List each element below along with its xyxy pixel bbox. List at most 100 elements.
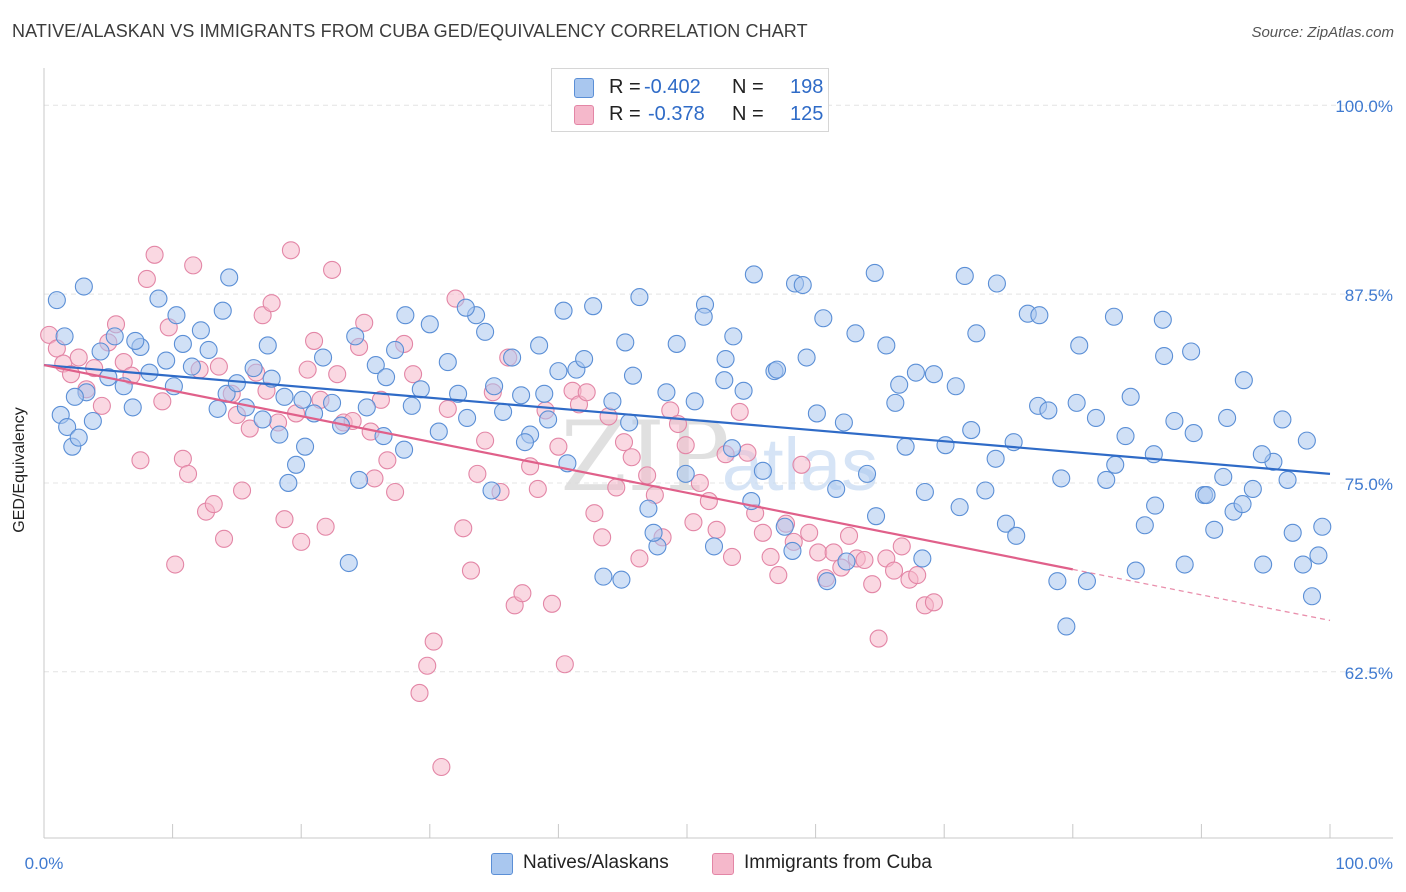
cuba-immigrant-point (209, 357, 228, 376)
cuba-immigrant-point (173, 449, 192, 468)
cuba-immigrant-point (800, 523, 819, 542)
cuba-immigrant-point (542, 594, 562, 613)
native-alaskan-point (1254, 555, 1273, 574)
native-alaskan-point (896, 437, 915, 456)
cuba-immigrant-point (690, 473, 709, 492)
native-alaskan-point (1007, 526, 1026, 545)
native-alaskan-point (1135, 516, 1154, 535)
native-alaskan-point (515, 433, 535, 452)
legend-r-value: -0.402 (644, 76, 701, 98)
cuba-immigrant-point (166, 555, 185, 574)
cuba-immigrant-point (184, 256, 203, 275)
legend-r-label: R = (609, 103, 641, 125)
native-alaskan-point (1070, 336, 1089, 355)
native-alaskan-point (584, 297, 603, 316)
native-alaskan-point (350, 470, 369, 489)
native-alaskan-point (1293, 555, 1313, 574)
cuba-immigrant-point (869, 629, 888, 648)
native-alaskan-point (549, 362, 568, 381)
native-alaskan-point (962, 421, 981, 440)
native-alaskan-point (323, 393, 342, 412)
native-alaskan-point (877, 336, 896, 355)
legend-swatch-natives (574, 78, 594, 98)
native-alaskan-point (275, 387, 294, 406)
native-alaskan-point (1234, 371, 1253, 390)
cuba-immigrant-point (305, 331, 324, 350)
trendlines (43, 363, 1331, 622)
native-alaskan-point (767, 360, 787, 379)
native-alaskan-point (1039, 401, 1058, 420)
native-alaskan-point (1126, 561, 1145, 580)
cuba-immigrant-point (753, 523, 772, 542)
native-alaskan-point (890, 375, 909, 394)
cuba-immigrant-point (722, 547, 742, 567)
cuba-immigrant-point (410, 683, 429, 703)
native-alaskan-point (357, 398, 376, 417)
native-alaskan-point (1121, 387, 1140, 406)
cuba-immigrant-point (323, 260, 342, 279)
native-alaskan-point (1278, 470, 1297, 489)
natives-alaskans-points (47, 263, 1332, 636)
chart-title: NATIVE/ALASKAN VS IMMIGRANTS FROM CUBA G… (12, 21, 808, 41)
native-alaskan-point (936, 436, 955, 455)
cuba-immigrant-point (863, 575, 882, 594)
native-alaskan-point (967, 324, 986, 343)
native-alaskan-point (775, 517, 794, 536)
native-alaskan-point (105, 327, 124, 346)
native-alaskan-point (976, 481, 995, 500)
native-alaskan-point (694, 307, 713, 326)
native-alaskan-point (402, 396, 421, 415)
cuba-immigrant-point (738, 443, 757, 462)
native-alaskan-point (83, 411, 102, 431)
tick-labels: 100.0% 87.5% 75.0% 62.5% 0.0% 100.0% (25, 97, 1393, 873)
cuba-immigrant-point (792, 455, 811, 474)
native-alaskan-point (594, 567, 613, 586)
native-alaskan-point (458, 408, 477, 428)
native-alaskan-point (449, 384, 468, 403)
native-alaskan-point (173, 334, 192, 353)
native-alaskan-point (1243, 479, 1262, 499)
native-alaskan-point (603, 392, 622, 411)
native-alaskan-point (1184, 424, 1203, 443)
cuba-immigrant-point (153, 392, 172, 411)
native-alaskan-point (1214, 467, 1233, 486)
cuba-immigrant-point (275, 510, 294, 529)
native-alaskan-point (1297, 431, 1316, 450)
cuba-immigrant-point (328, 365, 347, 384)
cuba-immigrant-point (555, 655, 574, 674)
grid-lines (44, 104, 1393, 673)
native-alaskan-point (1048, 572, 1067, 591)
y-tick-label: 87.5% (1345, 286, 1393, 305)
cuba-immigrant-point (240, 419, 259, 438)
cuba-immigrant-point (404, 365, 423, 384)
native-alaskan-point (482, 481, 501, 500)
native-alaskan-point (1116, 427, 1135, 446)
native-alaskan-point (1273, 410, 1292, 429)
cuba-immigrant-point (684, 513, 703, 532)
cuba-immigrant-point (824, 543, 843, 562)
native-alaskan-point (1182, 342, 1201, 361)
native-alaskan-point (575, 349, 594, 369)
cuba-immigrant-point (378, 451, 397, 470)
cuba-immigrant-point (676, 436, 695, 455)
native-alaskan-point (906, 363, 925, 382)
source-label: Source: ZipAtlas.com (1251, 24, 1394, 41)
legend-n-label: N = (732, 103, 764, 125)
native-alaskan-point (208, 399, 227, 418)
native-alaskan-point (530, 336, 549, 355)
cuba-immigrant-point (316, 517, 335, 536)
native-alaskan-point (314, 348, 333, 367)
cuba-immigrant-point (365, 469, 384, 488)
native-alaskan-point (865, 263, 884, 282)
native-alaskan-point (65, 387, 84, 406)
native-alaskan-point (1302, 587, 1322, 606)
native-alaskan-point (955, 266, 974, 285)
legend-n-value: 198 (790, 76, 824, 98)
native-alaskan-point (411, 380, 430, 399)
native-alaskan-point (58, 417, 77, 437)
y-tick-label: 100.0% (1335, 97, 1393, 116)
cuba-immigrant-point (769, 566, 788, 585)
cuba-immigrant-point (178, 464, 198, 483)
native-alaskan-point (620, 413, 639, 432)
native-alaskan-point (535, 384, 554, 403)
